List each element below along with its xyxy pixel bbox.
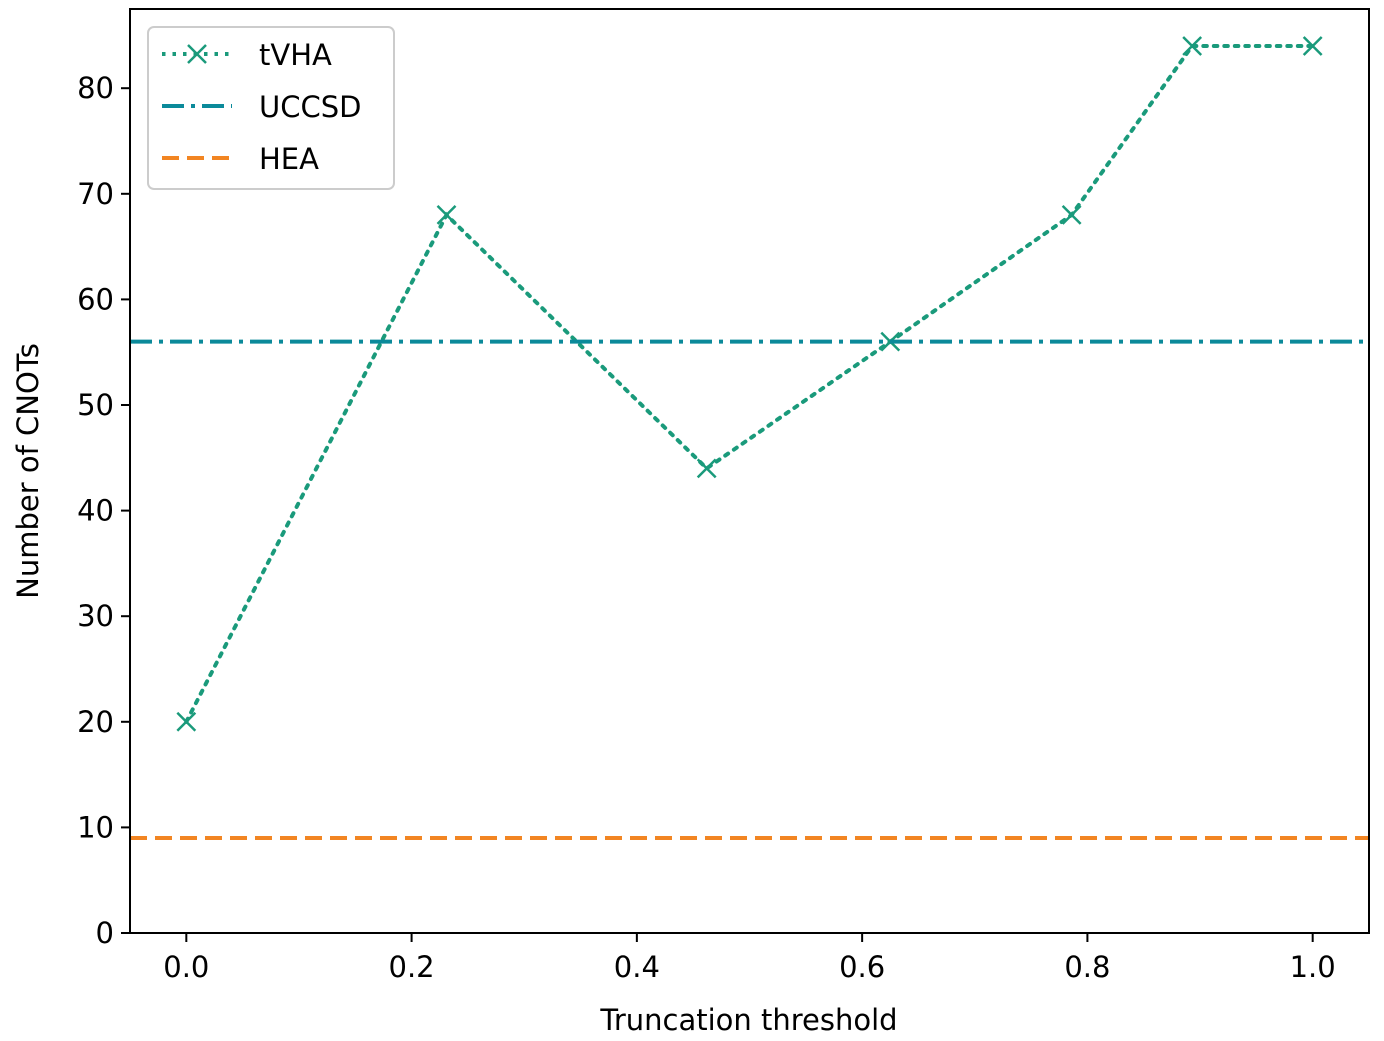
y-tick-label: 80	[77, 71, 114, 105]
plot-frame	[129, 8, 1370, 934]
legend: tVHA UCCSD HEA	[147, 26, 395, 190]
y-tick-label: 0	[96, 916, 114, 950]
y-tick-label: 40	[77, 494, 114, 528]
x-tick-label: 1.0	[1290, 950, 1336, 984]
y-tick-label: 70	[77, 177, 114, 211]
y-axis: 0 10 20 30 40 50 60 70 80	[77, 71, 130, 950]
tvha-point	[176, 711, 197, 732]
y-tick-label: 50	[77, 388, 114, 422]
legend-uccsd-label: UCCSD	[259, 90, 361, 124]
x-tick-label: 0.4	[614, 950, 660, 984]
tvha-point	[1302, 36, 1323, 56]
x-axis: 0.0 0.2 0.4 0.6 0.8 1.0	[163, 933, 1336, 984]
tvha-point	[1182, 36, 1203, 56]
y-tick-label: 10	[77, 810, 114, 844]
legend-tvha-marker	[187, 44, 207, 64]
tvha-point	[1061, 205, 1082, 225]
tvha-point	[696, 458, 717, 479]
y-tick-label: 60	[77, 282, 114, 316]
y-axis-label: Number of CNOTs	[11, 343, 45, 599]
x-tick-label: 0.6	[839, 950, 885, 984]
y-tick-label: 30	[77, 599, 114, 633]
legend-tvha-label: tVHA	[259, 38, 332, 72]
x-tick-label: 0.0	[163, 950, 209, 984]
y-tick-label: 20	[77, 705, 114, 739]
x-axis-label: Truncation threshold	[599, 1003, 897, 1037]
x-tick-label: 0.8	[1064, 950, 1110, 984]
plot-content	[130, 36, 1369, 840]
x-tick-label: 0.2	[389, 950, 435, 984]
tvha-point	[436, 205, 457, 225]
legend-box	[147, 26, 395, 190]
legend-hea-label: HEA	[259, 142, 319, 176]
